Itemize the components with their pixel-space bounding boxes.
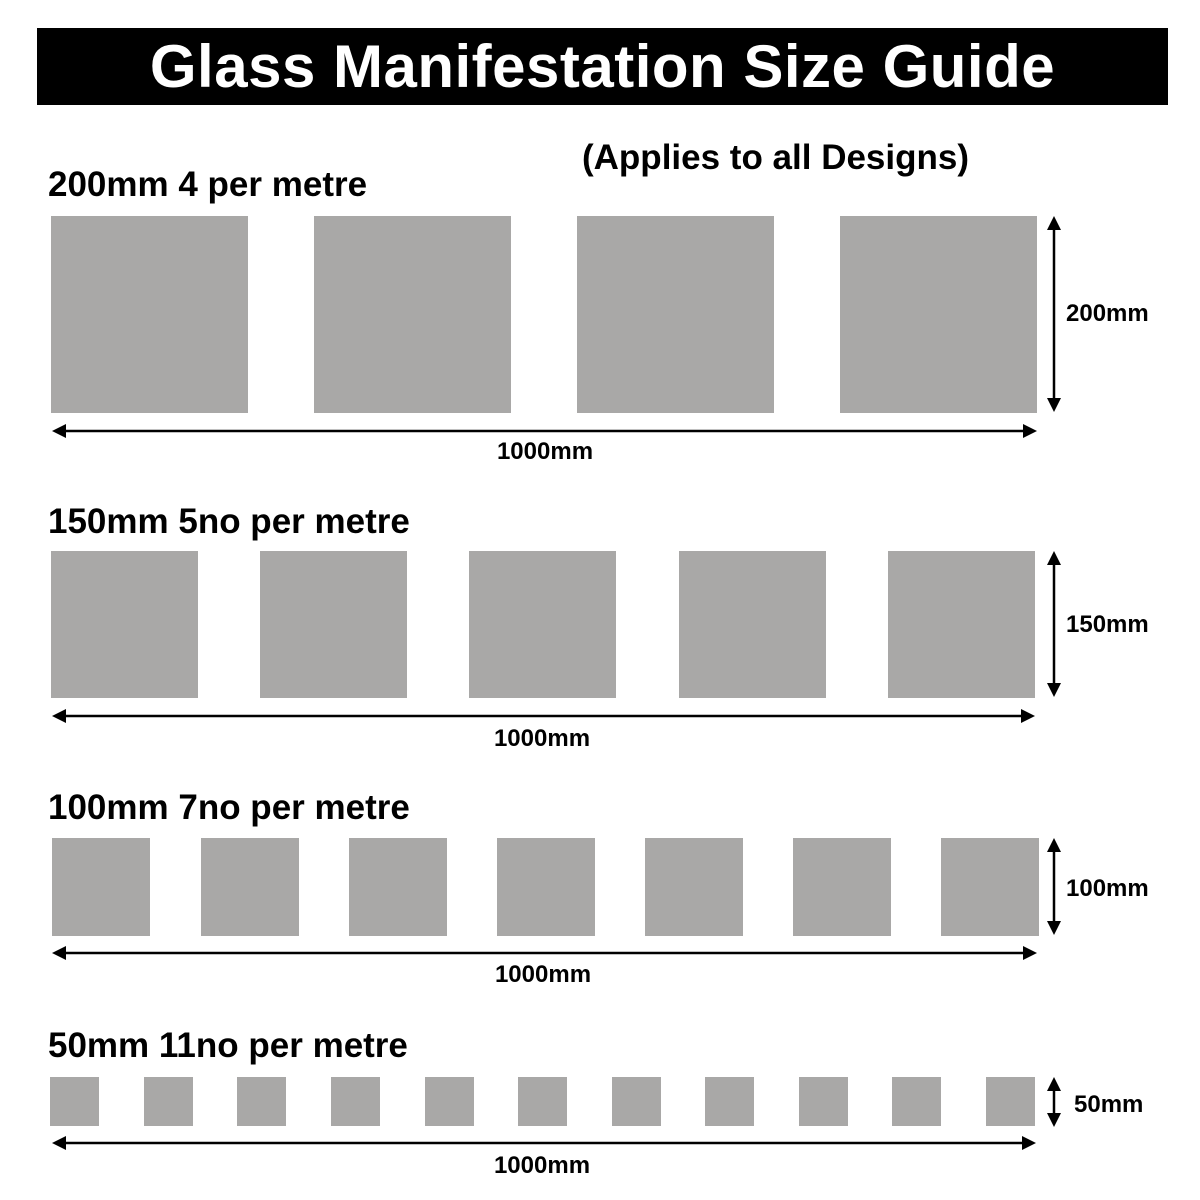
manifestation-tile (201, 838, 299, 936)
manifestation-tile (799, 1077, 848, 1126)
manifestation-tile (237, 1077, 286, 1126)
width-double-arrow-icon (52, 709, 1035, 723)
height-label: 150mm (1066, 611, 1149, 638)
manifestation-tile (260, 551, 407, 698)
width-label: 1000mm (493, 725, 591, 752)
height-label: 50mm (1074, 1091, 1144, 1118)
manifestation-tile (892, 1077, 941, 1126)
manifestation-tile (314, 216, 511, 413)
section-heading: 200mm 4 per metre (48, 165, 368, 204)
manifestation-tile (941, 838, 1039, 936)
manifestation-tile (705, 1077, 754, 1126)
title-banner: Glass Manifestation Size Guide (37, 28, 1168, 105)
height-double-arrow-icon (1047, 551, 1061, 697)
manifestation-tile (577, 216, 774, 413)
manifestation-tile (840, 216, 1037, 413)
width-double-arrow-icon (52, 946, 1037, 960)
height-double-arrow-icon (1047, 1077, 1061, 1127)
height-double-arrow-icon (1047, 838, 1061, 935)
manifestation-tile (469, 551, 616, 698)
manifestation-tile (425, 1077, 474, 1126)
width-double-arrow-icon (52, 1136, 1036, 1150)
manifestation-tile (793, 838, 891, 936)
manifestation-tile (497, 838, 595, 936)
width-label: 1000mm (493, 1152, 591, 1179)
section-heading: 50mm 11no per metre (48, 1026, 408, 1065)
section-heading: 150mm 5no per metre (48, 502, 410, 541)
manifestation-tile (144, 1077, 193, 1126)
subtitle: (Applies to all Designs) (582, 138, 969, 177)
height-label: 100mm (1066, 875, 1149, 902)
manifestation-tile (518, 1077, 567, 1126)
manifestation-tile (52, 838, 150, 936)
manifestation-tile (612, 1077, 661, 1126)
manifestation-tile (888, 551, 1035, 698)
manifestation-tile (349, 838, 447, 936)
manifestation-tile (50, 1077, 99, 1126)
manifestation-tile (986, 1077, 1035, 1126)
height-label: 200mm (1066, 300, 1149, 327)
manifestation-tile (679, 551, 826, 698)
manifestation-tile (51, 551, 198, 698)
height-double-arrow-icon (1047, 216, 1061, 412)
manifestation-tile (645, 838, 743, 936)
manifestation-tile (51, 216, 248, 413)
width-label: 1000mm (494, 961, 592, 988)
width-double-arrow-icon (52, 424, 1037, 438)
section-heading: 100mm 7no per metre (48, 788, 410, 827)
page-title: Glass Manifestation Size Guide (149, 33, 1056, 100)
manifestation-tile (331, 1077, 380, 1126)
width-label: 1000mm (496, 438, 594, 465)
